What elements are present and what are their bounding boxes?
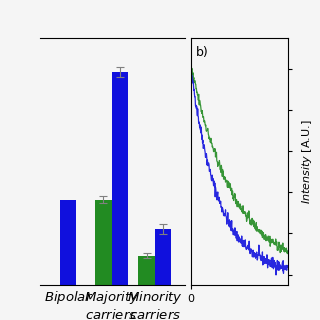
Bar — [60, 200, 76, 285]
Y-axis label: $\it{Intensity}$ [A.U.]: $\it{Intensity}$ [A.U.] — [300, 119, 314, 204]
Text: b): b) — [196, 46, 209, 59]
Bar — [95, 200, 111, 285]
Bar — [111, 72, 128, 285]
Bar — [155, 229, 171, 285]
Bar — [138, 256, 155, 285]
